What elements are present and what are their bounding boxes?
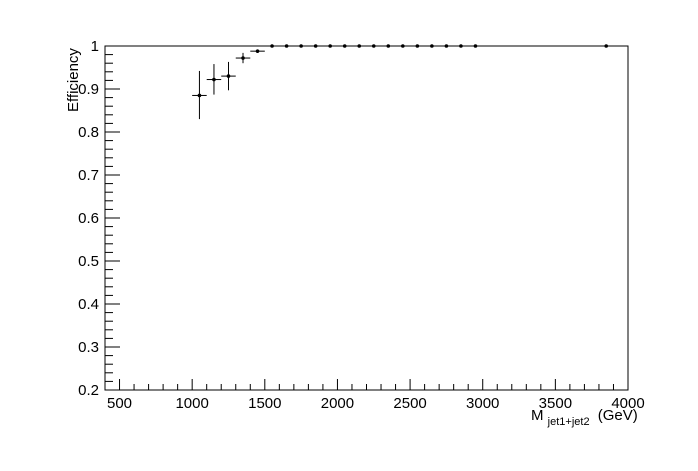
x-axis-tick-labels: 500 1000 1500 2000 2500 3000 3500 4000 xyxy=(107,395,645,412)
y-tick-label: 0.6 xyxy=(78,210,99,227)
point-marker xyxy=(604,44,609,48)
x-axis-title: M jet1+jet2 (GeV) xyxy=(531,407,638,429)
y-tick-label: 0.5 xyxy=(78,253,99,270)
data-point xyxy=(424,44,440,48)
y-tick-label: 0.8 xyxy=(78,124,99,141)
data-point xyxy=(453,44,469,48)
point-marker xyxy=(473,44,478,48)
y-tick-label: 0.3 xyxy=(78,339,99,356)
data-point xyxy=(468,44,483,48)
data-points xyxy=(192,44,614,120)
point-marker xyxy=(299,44,303,48)
data-point xyxy=(395,44,411,48)
x-tick-label: 2500 xyxy=(393,395,426,412)
data-point xyxy=(235,52,251,64)
x-axis-title-subscript: jet1+jet2 xyxy=(547,416,590,428)
data-point xyxy=(381,44,396,48)
y-tick-label: 1 xyxy=(91,38,99,55)
y-tick-label: 0.7 xyxy=(78,167,99,184)
point-marker xyxy=(284,44,289,48)
x-tick-label: 4000 xyxy=(611,395,644,412)
data-point xyxy=(598,44,614,48)
point-marker xyxy=(444,44,449,48)
y-tick-label: 0.2 xyxy=(78,382,99,399)
x-axis-title-unit: (GeV) xyxy=(598,407,638,424)
point-marker xyxy=(415,44,420,48)
x-tick-label: 3000 xyxy=(466,395,499,412)
y-axis-ticks xyxy=(105,45,120,391)
x-axis-ticks xyxy=(104,379,629,390)
point-marker xyxy=(459,44,463,48)
point-marker xyxy=(255,49,260,53)
data-point xyxy=(264,44,280,48)
point-marker xyxy=(241,56,245,60)
data-point xyxy=(221,61,236,91)
point-marker xyxy=(357,44,362,48)
data-point xyxy=(250,49,265,53)
data-point xyxy=(366,44,382,48)
data-point xyxy=(279,44,294,48)
y-tick-label: 0.4 xyxy=(78,296,99,313)
data-point xyxy=(308,44,323,48)
data-point xyxy=(439,44,454,48)
x-tick-label: 1500 xyxy=(248,395,281,412)
point-marker xyxy=(313,44,318,48)
data-point xyxy=(337,44,352,48)
x-tick-label: 1000 xyxy=(175,395,208,412)
point-marker xyxy=(328,44,332,48)
x-tick-label: 500 xyxy=(107,395,132,412)
x-axis-title-main: M xyxy=(531,407,544,424)
point-marker xyxy=(371,44,376,48)
point-marker xyxy=(430,44,434,48)
data-point xyxy=(322,44,338,48)
point-marker xyxy=(401,44,405,48)
point-marker xyxy=(197,93,202,98)
y-tick-label: 0.9 xyxy=(78,81,99,98)
data-point xyxy=(293,44,309,48)
data-point xyxy=(192,70,207,120)
point-marker xyxy=(226,74,231,78)
point-marker xyxy=(386,44,391,48)
data-point xyxy=(410,44,425,48)
x-tick-label: 3500 xyxy=(539,395,572,412)
y-axis-tick-labels: 0.2 0.3 0.4 0.5 0.6 0.7 0.8 0.9 1 xyxy=(78,38,99,399)
point-marker xyxy=(270,44,274,48)
plot-frame xyxy=(104,45,629,391)
data-point xyxy=(206,64,222,95)
y-axis-title: Efficiency xyxy=(65,48,82,112)
point-marker xyxy=(342,44,347,48)
x-tick-label: 2000 xyxy=(321,395,354,412)
data-point xyxy=(351,44,367,48)
point-marker xyxy=(212,77,216,82)
